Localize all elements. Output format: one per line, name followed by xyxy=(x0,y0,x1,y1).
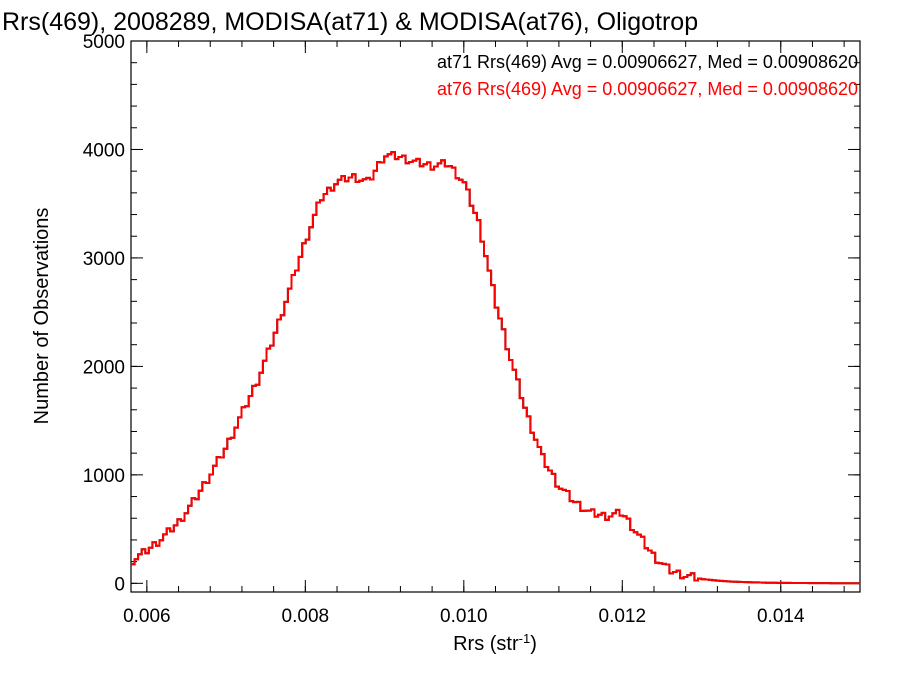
plot-border xyxy=(130,40,861,593)
series-layer xyxy=(131,151,860,585)
y-tick-label: 2000 xyxy=(83,357,125,378)
y-tick-label: 0 xyxy=(114,574,125,595)
axis-ticks: 0.006 0.008 0.010 0.012 0.014 0 1000 2000 3000 40… xyxy=(83,32,860,627)
legend-entry-at76: at76 Rrs(469) Avg = 0.00906627, Med = 0.… xyxy=(437,79,858,99)
series-line-at71 xyxy=(131,151,860,585)
x-tick-label: 0.010 xyxy=(440,606,488,627)
series-line-at76 xyxy=(131,151,860,585)
legend-entry-at71: at71 Rrs(469) Avg = 0.00906627, Med = 0.… xyxy=(437,52,858,72)
y-axis-label: Number of Observations xyxy=(31,208,53,425)
y-tick-label: 5000 xyxy=(83,32,125,53)
y-tick-label: 4000 xyxy=(83,140,125,161)
chart-title: Rrs(469), 2008289, MODISA(at71) & MODISA… xyxy=(2,8,698,36)
x-tick-label: 0.014 xyxy=(757,606,805,627)
x-tick-label: 0.008 xyxy=(282,606,330,627)
x-tick-label: 0.006 xyxy=(123,606,171,627)
y-tick-label: 3000 xyxy=(83,249,125,270)
plot-frame xyxy=(130,40,861,593)
x-axis-label: Rrs (str-1) xyxy=(453,631,537,655)
y-tick-label: 1000 xyxy=(83,466,125,487)
x-tick-label: 0.012 xyxy=(599,606,647,627)
